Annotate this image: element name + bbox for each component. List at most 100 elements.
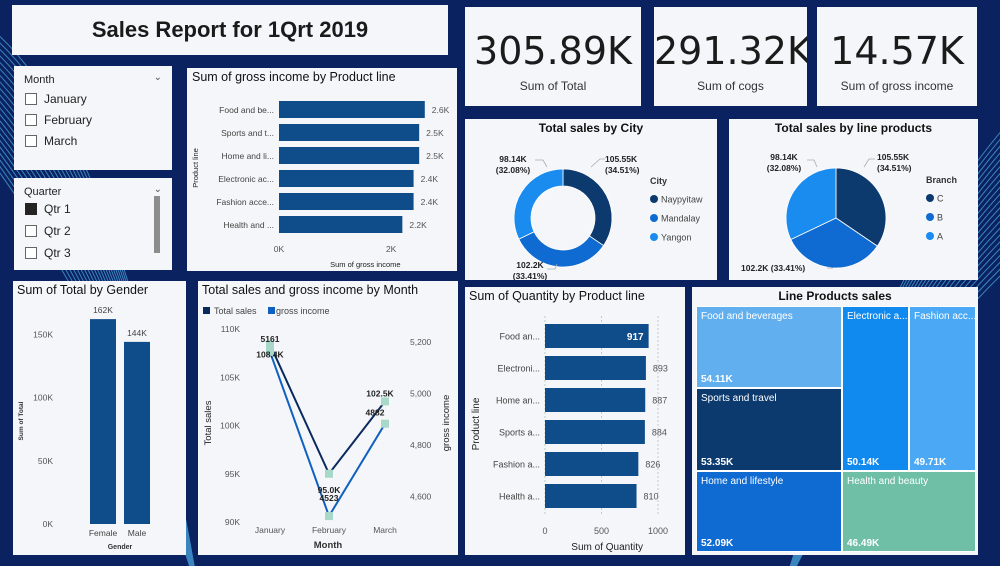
legend-title: Branch <box>926 175 957 185</box>
x-tick-label: 2K <box>386 244 397 254</box>
data-label: 2.4K <box>421 197 439 207</box>
slicer-scrollbar[interactable] <box>154 196 160 253</box>
data-label: 887 <box>652 396 667 406</box>
legend-label: gross income <box>276 306 330 316</box>
total-by-gender-chart: Sum of Total by Gender 0K 50K 100K 150K 162K… <box>13 281 186 555</box>
data-label: 144K <box>127 328 147 338</box>
category-label: Home an... <box>496 396 540 406</box>
chart-canvas: 0 500 1000 Food an... 917 Electroni... 893 Home… <box>471 316 668 553</box>
y-tick-label: 110K <box>221 324 241 334</box>
legend-label: Naypyitaw <box>661 195 703 205</box>
category-label: Health a... <box>499 492 540 502</box>
treemap-cell[interactable]: Home and lifestyle 52.09K <box>696 471 842 552</box>
chevron-down-icon[interactable]: ⌄ <box>153 72 162 83</box>
slice-value-label: 105.55K <box>877 152 910 162</box>
data-label: 2.6K <box>432 105 450 115</box>
legend-marker <box>203 307 210 314</box>
y-tick-label: 100K <box>220 421 240 431</box>
kpi-label: Sum of Total <box>519 79 587 93</box>
chart-title: Total sales by City <box>538 121 644 135</box>
y2-tick-label: 5,000 <box>410 388 432 398</box>
category-label: Food and be... <box>219 105 274 115</box>
treemap-cell[interactable]: Health and beauty 46.49K <box>842 471 976 552</box>
bar <box>545 388 646 412</box>
x-tick-label: 1000 <box>648 526 668 536</box>
x-tick-label: 0 <box>542 526 547 536</box>
treemap-cell[interactable]: Food and beverages 54.11K <box>696 306 842 388</box>
quantity-by-product-chart: Sum of Quantity by Product line 0 500 1000… <box>465 287 685 555</box>
option-label: March <box>44 134 78 148</box>
category-label: Food an... <box>499 332 540 342</box>
slice-percent-label: (33.41%) <box>513 271 548 280</box>
y-tick-label: 95K <box>225 469 240 479</box>
x-axis-title: Month <box>314 540 343 551</box>
kpi-card-total: 305.89K Sum of Total <box>465 7 641 106</box>
month-option-march[interactable]: March <box>25 134 77 148</box>
quarter-option-qtr1[interactable]: Qtr 1 <box>25 202 71 216</box>
chart-canvas: 105.55K(34.51%) 102.2K (33.41%) 98.14K(32.… <box>741 152 957 273</box>
x-tick-label: March <box>373 525 397 535</box>
slice-value-label: 98.14K <box>770 152 798 162</box>
kpi-value: 14.57K <box>830 29 964 73</box>
checkbox[interactable] <box>25 114 37 126</box>
legend-marker <box>650 233 658 241</box>
bar <box>545 324 649 348</box>
category-label: Home and li... <box>222 151 274 161</box>
treemap-cell[interactable]: Fashion acc... 49.71K <box>909 306 976 471</box>
leader-line <box>535 159 548 168</box>
report-title: Sales Report for 1Qrt 2019 <box>91 17 369 42</box>
checkbox[interactable] <box>25 225 37 237</box>
slice-percent-label: (34.51%) <box>877 163 912 173</box>
data-point-marker <box>266 340 274 349</box>
treemap-cell[interactable]: Sports and travel 53.35K <box>696 388 842 471</box>
month-option-january[interactable]: January <box>25 92 87 106</box>
checkbox[interactable] <box>25 135 37 147</box>
quarter-slicer-header: Quarter <box>24 186 62 198</box>
data-point-marker <box>325 512 333 521</box>
checkbox[interactable] <box>25 247 37 259</box>
month-option-february[interactable]: February <box>25 113 92 127</box>
treemap-cell-label: Fashion acc... <box>914 311 976 322</box>
quarter-option-qtr3[interactable]: Qtr 3 <box>25 246 71 260</box>
option-label: February <box>44 113 93 127</box>
treemap-cell-value: 52.09K <box>701 538 734 549</box>
checkbox-checked[interactable] <box>25 203 37 215</box>
y-axis-title: Product line <box>471 397 482 450</box>
slice-value-label: 98.14K <box>499 154 527 164</box>
legend-label: A <box>937 232 943 242</box>
slice-label: 102.2K (33.41%) <box>741 263 805 273</box>
chart-canvas: Total sales gross income 90K 95K 100K 105K 110… <box>203 306 452 551</box>
category-label: Electronic ac... <box>218 174 274 184</box>
bar <box>279 101 425 118</box>
month-slicer[interactable]: Month ⌄ January February March <box>14 66 172 170</box>
chart-title: Line Products sales <box>778 289 892 303</box>
data-label-total-sales: 108.4K <box>256 349 284 359</box>
kpi-value: 305.89K <box>474 29 632 73</box>
y-tick-label: 50K <box>38 456 53 466</box>
category-label: Health and ... <box>223 220 274 230</box>
treemap-cell[interactable]: Electronic a... 50.14K <box>842 306 909 471</box>
chart-canvas: 105.55K(34.51%) 102.2K(33.41%) 98.14K(32.0… <box>496 154 703 280</box>
legend-marker <box>926 232 934 240</box>
category-label: Electroni... <box>497 364 540 374</box>
legend-label: Total sales <box>214 306 257 316</box>
report-title-panel: Sales Report for 1Qrt 2019 <box>12 5 448 55</box>
bar <box>279 124 420 141</box>
treemap-cell-value: 54.11K <box>701 374 733 385</box>
data-label: 2.2K <box>409 220 427 230</box>
bar <box>124 341 150 524</box>
option-label: Qtr 3 <box>44 246 71 260</box>
y2-tick-label: 5,200 <box>410 337 432 347</box>
data-point-marker <box>266 347 274 356</box>
quarter-option-qtr2[interactable]: Qtr 2 <box>25 224 71 238</box>
quarter-slicer[interactable]: Quarter ⌄ Qtr 1 Qtr 2 Qtr 3 <box>14 178 172 270</box>
category-label: Fashion a... <box>493 460 540 470</box>
legend-label: B <box>937 213 943 223</box>
gross-income-by-product-chart: Sum of gross income by Product line 0K 2K… <box>187 68 457 271</box>
bar <box>279 147 420 164</box>
bar <box>90 319 116 524</box>
data-point-marker <box>381 419 389 428</box>
slice-percent-label: (32.08%) <box>767 163 802 173</box>
checkbox[interactable] <box>25 93 37 105</box>
chevron-down-icon[interactable]: ⌄ <box>153 184 162 195</box>
